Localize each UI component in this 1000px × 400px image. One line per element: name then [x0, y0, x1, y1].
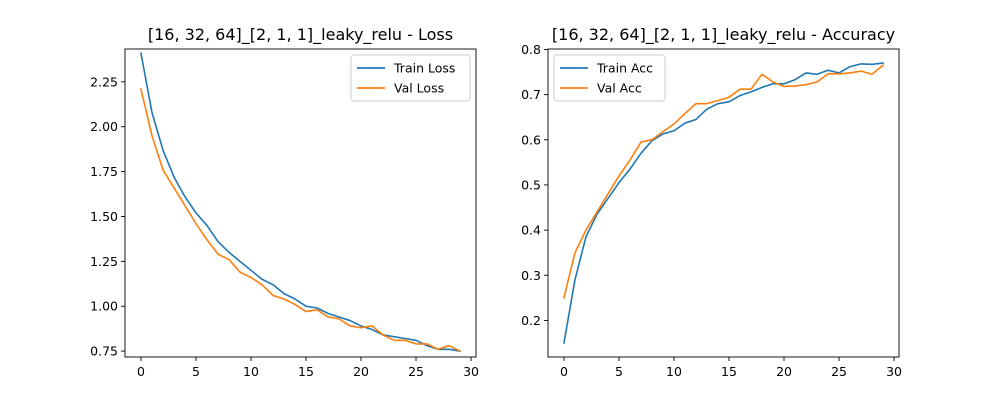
accuracy-axes-frame [547, 48, 900, 358]
loss-x-tick-label: 10 [243, 364, 259, 379]
accuracy-series-line-val [562, 64, 885, 299]
loss-chart-title: [16, 32, 64]_[2, 1, 1]_leaky_relu - Loss [148, 25, 453, 45]
loss-legend-label: Val Loss [394, 81, 444, 96]
accuracy-x-tick-label: 0 [560, 364, 568, 379]
loss-x-tick-label: 20 [353, 364, 369, 379]
loss-plot-area: 0 5 10 15 20 25 30 0.75 1.00 1.25 1.50 1.75 2.00 2.25… [90, 48, 479, 379]
loss-x-tick-label: 25 [408, 364, 424, 379]
accuracy-legend: Train Acc Val Acc [553, 54, 666, 102]
accuracy-chart: [16, 32, 64]_[2, 1, 1]_leaky_relu - Accu… [521, 25, 902, 379]
loss-x-tick-label: 5 [192, 364, 200, 379]
loss-y-tick-label: 2.25 [90, 74, 118, 89]
accuracy-y-tick-label: 0.2 [521, 313, 541, 328]
accuracy-x-tick-label: 20 [776, 364, 792, 379]
loss-y-tick-label: 1.25 [90, 254, 118, 269]
loss-x-tick-label: 30 [463, 364, 479, 379]
accuracy-x-tick-label: 30 [886, 364, 902, 379]
accuracy-chart-title: [16, 32, 64]_[2, 1, 1]_leaky_relu - Accu… [552, 25, 895, 45]
accuracy-y-tick-label: 0.6 [521, 132, 541, 147]
loss-x-tick-label: 15 [298, 364, 314, 379]
accuracy-x-tick-label: 25 [831, 364, 847, 379]
accuracy-series-line-train [563, 62, 884, 344]
accuracy-y-tick-label: 0.8 [521, 42, 541, 57]
accuracy-x-tick-label: 10 [666, 364, 682, 379]
accuracy-plot-area: 0 5 10 15 20 25 30 0.2 0.3 0.4 0.5 0.6 0.7 0.8 Train A… [521, 42, 902, 379]
loss-y-tick-label: 1.75 [90, 164, 118, 179]
loss-legend: Train Loss Val Loss [350, 54, 471, 102]
loss-legend-box [350, 54, 471, 102]
loss-series-line-train [140, 52, 461, 352]
loss-y-tick-label: 2.00 [90, 119, 118, 134]
accuracy-x-tick-label: 5 [615, 364, 623, 379]
loss-x-tick-label: 0 [137, 364, 145, 379]
accuracy-legend-box [553, 54, 666, 102]
accuracy-y-tick-label: 0.3 [521, 268, 541, 283]
loss-axes-frame [124, 48, 477, 358]
loss-legend-label: Train Loss [393, 61, 455, 76]
loss-chart: [16, 32, 64]_[2, 1, 1]_leaky_relu - Loss… [90, 25, 479, 379]
loss-y-tick-label: 1.00 [90, 299, 118, 314]
loss-y-tick-label: 0.75 [90, 344, 118, 359]
accuracy-legend-label: Train Acc [596, 61, 653, 76]
accuracy-x-tick-label: 15 [721, 364, 737, 379]
accuracy-y-tick-label: 0.5 [521, 177, 541, 192]
accuracy-y-tick-label: 0.7 [521, 87, 541, 102]
loss-y-tick-label: 1.50 [90, 209, 118, 224]
accuracy-y-tick-label: 0.4 [521, 223, 541, 238]
loss-series-line-val [139, 88, 462, 353]
accuracy-legend-label: Val Acc [597, 81, 642, 96]
